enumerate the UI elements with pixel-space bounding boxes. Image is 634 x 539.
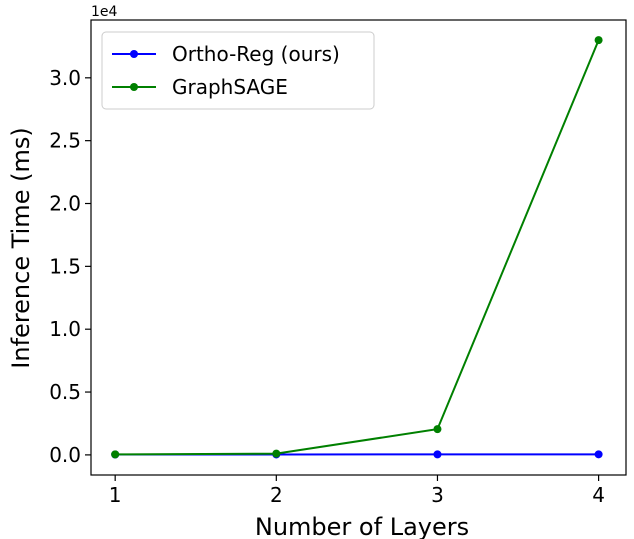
y-tick-label: 0.5 (49, 380, 81, 404)
series-line (115, 39, 600, 456)
data-point (594, 36, 603, 45)
x-tick-label: 2 (270, 483, 283, 507)
legend-items: Ortho-Reg (ours) GraphSAGE (112, 42, 340, 99)
data-point (272, 449, 281, 458)
y-tick-label: 1.5 (49, 254, 81, 278)
legend-label: GraphSAGE (172, 75, 288, 99)
x-axis-ticks: 1 2 3 4 (109, 475, 605, 507)
y-tick-label: 2.0 (49, 192, 81, 216)
x-tick-label: 3 (431, 483, 444, 507)
series-layer (111, 36, 603, 459)
x-tick-label: 4 (592, 483, 605, 507)
legend-box (101, 31, 375, 110)
y-tick-label: 3.0 (49, 66, 81, 90)
data-point (111, 450, 120, 459)
data-point (433, 425, 442, 434)
legend-label: Ortho-Reg (ours) (172, 42, 340, 66)
data-point (433, 450, 442, 459)
y-tick-label: 1.0 (49, 317, 81, 341)
plot-frame (90, 19, 627, 476)
legend-marker (130, 50, 138, 58)
legend: Ortho-Reg (ours) GraphSAGE (101, 31, 375, 110)
y-tick-label: 0.0 (49, 443, 81, 467)
y-axis-ticks: 0.0 0.5 1.0 1.5 2.0 2.5 3.0 (49, 66, 91, 467)
legend-marker (130, 83, 138, 91)
x-axis-label: Number of Layers (255, 513, 469, 539)
y-tick-label: 2.5 (49, 129, 81, 153)
data-point (594, 450, 603, 459)
x-tick-label: 1 (109, 483, 122, 507)
y-axis-label: Inference Time (ms) (7, 127, 35, 368)
y-scale-label: 1e4 (91, 4, 118, 20)
